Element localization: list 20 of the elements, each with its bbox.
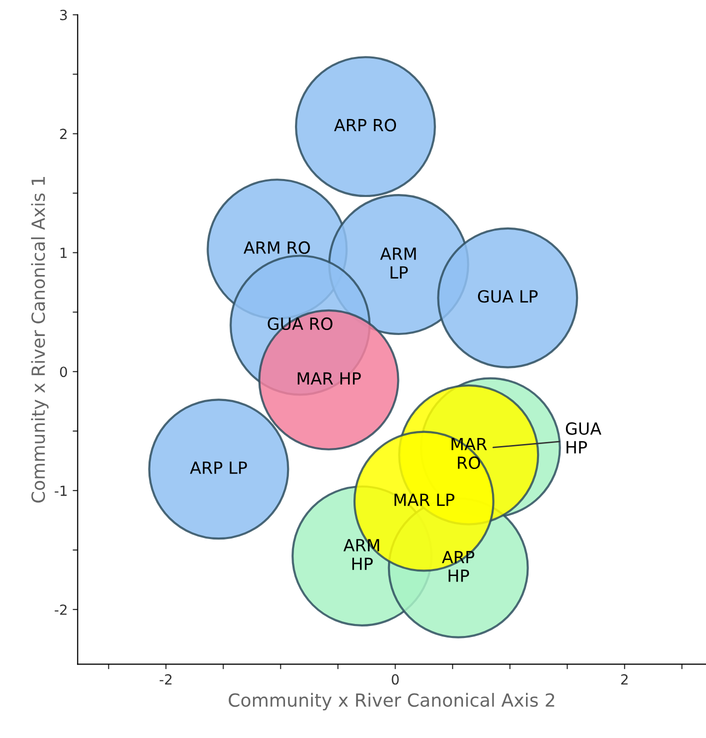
- annotation: GUA LP: [478, 290, 538, 303]
- x-axis-title: Community x River Canonical Axis 2: [228, 692, 554, 710]
- y-tick-label: -1: [54, 486, 67, 496]
- annotation: GUA HP: [566, 422, 602, 454]
- annotation: GUA RO: [268, 317, 332, 330]
- y-tick-label: 2: [60, 128, 67, 139]
- y-tick-label: -2: [54, 604, 67, 615]
- annotation: MAR HP: [298, 372, 361, 385]
- y-tick-label: 1: [60, 248, 67, 258]
- y-axis-title: Community x River Canonical Axis 1: [31, 177, 49, 503]
- x-tick-label: 2: [621, 674, 628, 684]
- annotation: ARM LP: [380, 248, 416, 278]
- x-tick-label: 0: [392, 674, 399, 685]
- annotation: ARP RO: [334, 118, 396, 132]
- y-tick-label: 0: [60, 366, 68, 378]
- y-tick-label: 3: [60, 10, 67, 20]
- annotation: MAR LP: [394, 494, 454, 506]
- annotation: ARP LP: [190, 462, 247, 474]
- x-tick-label: -2: [160, 674, 172, 684]
- annotation: ARM RO: [244, 241, 310, 254]
